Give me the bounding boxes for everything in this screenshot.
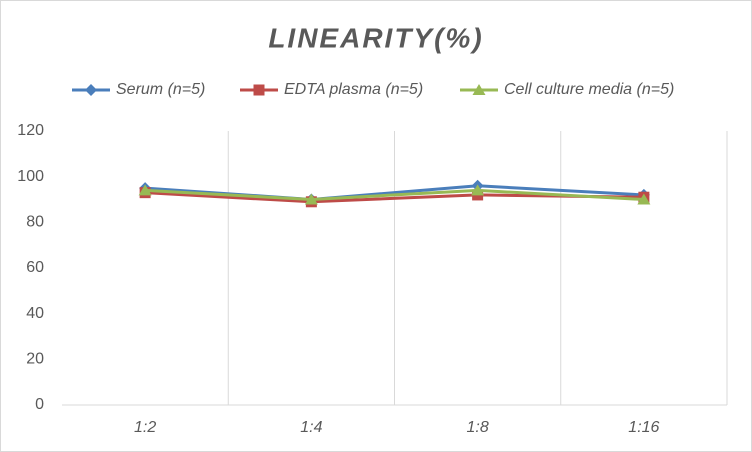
y-tick-label: 100: [17, 168, 44, 185]
y-tick-label: 20: [26, 351, 44, 368]
y-tick-label: 60: [26, 259, 44, 276]
x-tick-label: 1:2: [134, 419, 156, 436]
legend-label: EDTA plasma (n=5): [284, 81, 423, 98]
marker: [304, 193, 318, 205]
marker: [253, 84, 265, 96]
marker: [471, 184, 485, 196]
y-tick-label: 40: [26, 305, 44, 322]
legend-label: Cell culture media (n=5): [504, 81, 674, 98]
x-tick-label: 1:8: [467, 419, 489, 436]
y-tick-label: 80: [26, 214, 44, 231]
marker: [85, 84, 97, 96]
marker: [138, 184, 152, 196]
series-line: [145, 188, 644, 202]
marker: [637, 193, 651, 205]
y-tick-label: 0: [35, 396, 44, 413]
x-tick-label: 1:4: [300, 419, 322, 436]
y-tick-label: 120: [17, 122, 44, 139]
x-tick-label: 1:16: [628, 419, 659, 436]
marker: [472, 84, 486, 95]
chart-title: LINEARITY(%): [268, 22, 483, 53]
legend-label: Serum (n=5): [116, 81, 205, 98]
